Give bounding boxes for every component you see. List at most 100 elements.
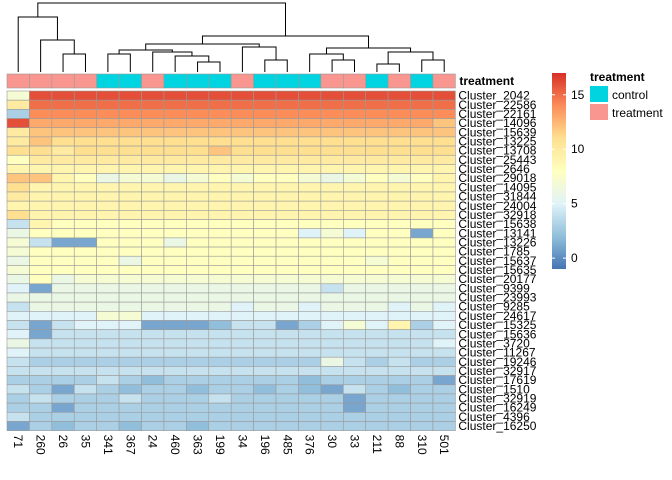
heatmap-cell xyxy=(387,228,411,239)
heatmap-cell xyxy=(365,421,389,431)
heatmap-cell xyxy=(186,109,210,119)
heatmap-cell xyxy=(432,255,456,266)
legend-swatch-control xyxy=(590,86,608,102)
heatmap-cell xyxy=(253,90,277,101)
heatmap-cell xyxy=(365,109,389,119)
heatmap-cell xyxy=(118,145,142,156)
heatmap-cell xyxy=(73,375,97,386)
heatmap-cell xyxy=(208,311,232,321)
heatmap-cell xyxy=(186,274,210,285)
heatmap-cell xyxy=(275,191,299,202)
heatmap-cell xyxy=(230,255,254,266)
heatmap-cell xyxy=(342,292,367,303)
row-labels: Cluster_2042Cluster_22586Cluster_22161Cl… xyxy=(458,89,536,433)
heatmap-cell xyxy=(208,283,232,294)
heatmap-cell xyxy=(432,311,456,321)
heatmap-cell xyxy=(275,421,299,431)
heatmap-cell xyxy=(365,375,389,386)
heatmap-cell xyxy=(230,219,254,230)
heatmap-cell xyxy=(230,145,254,156)
heatmap-cell xyxy=(96,219,120,230)
heatmap-cell xyxy=(96,228,120,239)
heatmap-cell xyxy=(163,274,187,285)
heatmap-cell xyxy=(6,237,30,248)
heatmap-cell xyxy=(6,375,30,386)
heatmap-cell xyxy=(6,219,30,230)
heatmap-cell xyxy=(275,228,299,239)
heatmap-cell xyxy=(365,356,389,367)
heatmap-cell xyxy=(96,411,120,422)
heatmap-cell xyxy=(320,338,344,349)
legend-label-control: control xyxy=(612,88,648,102)
heatmap-cell xyxy=(275,375,299,386)
annotation-cell-control xyxy=(365,73,389,89)
heatmap-cell xyxy=(410,292,434,303)
heatmap-cell xyxy=(275,366,299,376)
heatmap-cell xyxy=(51,219,75,230)
heatmap-cell xyxy=(410,191,434,202)
heatmap-cell xyxy=(51,411,75,422)
heatmap-cell xyxy=(141,402,165,413)
heatmap-cell xyxy=(186,421,210,431)
heatmap-cell xyxy=(387,265,411,275)
heatmap-cell xyxy=(51,136,75,147)
heatmap-cell xyxy=(410,90,434,101)
annotation-cell-treatment xyxy=(432,73,456,89)
heatmap-cell xyxy=(298,90,322,101)
heatmap-cell xyxy=(230,356,254,367)
heatmap-cell xyxy=(141,356,165,367)
row-label: Cluster_22161 xyxy=(458,107,536,121)
heatmap-cell xyxy=(96,338,120,349)
heatmap-cell xyxy=(365,311,389,321)
heatmap-cell xyxy=(163,145,187,156)
heatmap-cell xyxy=(208,99,232,110)
heatmap-cell xyxy=(432,191,456,202)
heatmap-cell xyxy=(29,127,53,138)
heatmap-cell xyxy=(230,411,254,422)
heatmap-cell xyxy=(163,255,187,266)
heatmap-cell xyxy=(230,173,254,184)
row-label: Cluster_15637 xyxy=(458,254,536,268)
heatmap-cell xyxy=(29,274,53,285)
heatmap-cell xyxy=(298,274,322,285)
heatmap-cell xyxy=(163,329,187,340)
heatmap-cell xyxy=(298,191,322,202)
heatmap-cell xyxy=(253,109,277,119)
heatmap-cell xyxy=(118,200,142,211)
heatmap-cell xyxy=(73,274,97,285)
heatmap-cell xyxy=(118,109,142,119)
heatmap-cell xyxy=(387,411,411,422)
heatmap-cell xyxy=(275,347,299,358)
heatmap-cell xyxy=(51,338,75,349)
heatmap-cell xyxy=(387,164,411,174)
heatmap-cell xyxy=(387,127,411,138)
heatmap-cell xyxy=(432,173,456,184)
heatmap-cell xyxy=(365,301,389,312)
dendrogram-branch xyxy=(376,63,400,72)
heatmap-cell xyxy=(163,200,187,211)
heatmap-cell xyxy=(118,191,142,202)
heatmap-cell xyxy=(342,411,367,422)
heatmap-cell xyxy=(163,292,187,303)
heatmap-cell xyxy=(163,311,187,321)
heatmap-cell xyxy=(51,210,75,220)
heatmap-cell xyxy=(275,109,299,119)
heatmap-cell xyxy=(342,274,367,285)
row-label: Cluster_31844 xyxy=(458,190,536,204)
heatmap-cell xyxy=(320,200,344,211)
heatmap-cell xyxy=(163,301,187,312)
heatmap-cell xyxy=(387,329,411,340)
heatmap-cell xyxy=(51,154,75,165)
heatmap-cell xyxy=(6,366,30,376)
heatmap-cell xyxy=(118,173,142,184)
heatmap-cell xyxy=(208,219,232,230)
heatmap-cell xyxy=(96,154,120,165)
heatmap-cell xyxy=(230,118,254,129)
heatmap-cell xyxy=(29,164,53,174)
heatmap-cell xyxy=(275,274,299,285)
heatmap-cell xyxy=(118,393,142,404)
heatmap-cell xyxy=(141,411,165,422)
annotation-cell-treatment xyxy=(73,73,97,89)
heatmap-cell xyxy=(96,136,120,147)
heatmap-cell xyxy=(186,200,210,211)
